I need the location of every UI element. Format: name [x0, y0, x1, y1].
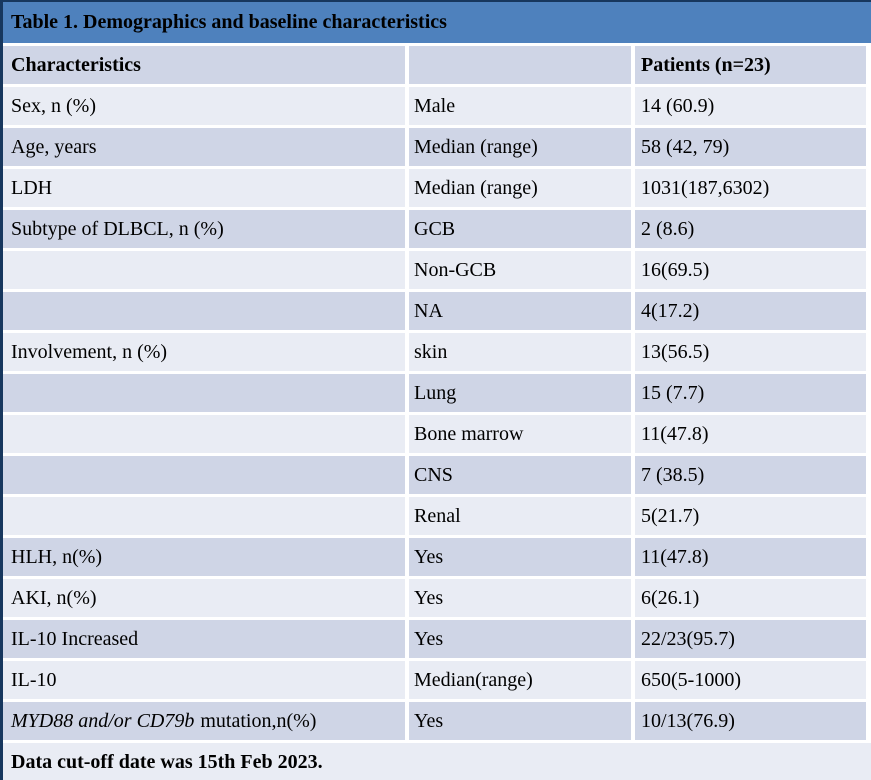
- value-cell: 13(56.5): [635, 333, 866, 371]
- subcategory-cell: Renal: [409, 497, 631, 535]
- value-cell: 15 (7.7): [635, 374, 866, 412]
- table-row: Involvement, n (%) skin 13(56.5): [3, 333, 871, 371]
- subcategory-cell: NA: [409, 292, 631, 330]
- value-cell: 16(69.5): [635, 251, 866, 289]
- table-body: Sex, n (%) Male 14 (60.9) Age, years Median …: [3, 87, 871, 740]
- subcategory-cell: Median(range): [409, 661, 631, 699]
- subcategory-cell: GCB: [409, 210, 631, 248]
- characteristic-cell: Involvement, n (%): [3, 333, 405, 371]
- value-cell: 5(21.7): [635, 497, 866, 535]
- header-patients: Patients (n=23): [635, 46, 866, 84]
- value-cell: 58 (42, 79): [635, 128, 866, 166]
- table-row: HLH, n(%) Yes 11(47.8): [3, 538, 871, 576]
- subcategory-cell: Male: [409, 87, 631, 125]
- gene-name-italic: MYD88 and/or CD79b: [11, 709, 195, 732]
- value-cell: 2 (8.6): [635, 210, 866, 248]
- value-cell: 1031(187,6302): [635, 169, 866, 207]
- header-characteristics: Characteristics: [3, 46, 405, 84]
- characteristic-cell: AKI, n(%): [3, 579, 405, 617]
- table-row: Renal 5(21.7): [3, 497, 871, 535]
- characteristic-cell: IL-10 Increased: [3, 620, 405, 658]
- subcategory-cell: Median (range): [409, 169, 631, 207]
- table-row: Bone marrow 11(47.8): [3, 415, 871, 453]
- subcategory-cell: Lung: [409, 374, 631, 412]
- subcategory-cell: Yes: [409, 702, 631, 740]
- characteristic-cell: [3, 415, 405, 453]
- value-cell: 7 (38.5): [635, 456, 866, 494]
- characteristic-cell: IL-10: [3, 661, 405, 699]
- characteristic-cell: [3, 251, 405, 289]
- subcategory-cell: Yes: [409, 620, 631, 658]
- value-cell: 22/23(95.7): [635, 620, 866, 658]
- table-row: Sex, n (%) Male 14 (60.9): [3, 87, 871, 125]
- table-footer-text: Data cut-off date was 15th Feb 2023.: [11, 751, 323, 773]
- table-header-row: Characteristics Patients (n=23): [3, 46, 871, 84]
- table-row: CNS 7 (38.5): [3, 456, 871, 494]
- value-cell: 14 (60.9): [635, 87, 866, 125]
- characteristic-cell: HLH, n(%): [3, 538, 405, 576]
- value-cell: 4(17.2): [635, 292, 866, 330]
- subcategory-cell: Median (range): [409, 128, 631, 166]
- characteristic-cell: Subtype of DLBCL, n (%): [3, 210, 405, 248]
- header-empty: [409, 46, 631, 84]
- table-row: MYD88 and/or CD79b mutation,n(%) Yes 10/13(…: [3, 702, 871, 740]
- value-cell: 11(47.8): [635, 415, 866, 453]
- table-title: Table 1. Demographics and baseline chara…: [3, 2, 871, 43]
- subcategory-cell: Bone marrow: [409, 415, 631, 453]
- value-cell: 6(26.1): [635, 579, 866, 617]
- value-cell: 11(47.8): [635, 538, 866, 576]
- subcategory-cell: Yes: [409, 538, 631, 576]
- value-cell: 650(5-1000): [635, 661, 866, 699]
- table-row: IL-10 Median(range) 650(5-1000): [3, 661, 871, 699]
- subcategory-cell: Yes: [409, 579, 631, 617]
- table-row: Subtype of DLBCL, n (%) GCB 2 (8.6): [3, 210, 871, 248]
- characteristic-cell: Sex, n (%): [3, 87, 405, 125]
- subcategory-cell: skin: [409, 333, 631, 371]
- characteristic-cell: MYD88 and/or CD79b mutation,n(%): [3, 702, 405, 740]
- subcategory-cell: Non-GCB: [409, 251, 631, 289]
- table-row: Age, years Median (range) 58 (42, 79): [3, 128, 871, 166]
- table-title-text: Table 1. Demographics and baseline chara…: [11, 11, 447, 33]
- table-footer: Data cut-off date was 15th Feb 2023.: [3, 743, 871, 780]
- subcategory-cell: CNS: [409, 456, 631, 494]
- characteristic-cell: [3, 497, 405, 535]
- characteristic-cell: Age, years: [3, 128, 405, 166]
- characteristic-cell: [3, 292, 405, 330]
- table-row: Lung 15 (7.7): [3, 374, 871, 412]
- table-row: AKI, n(%) Yes 6(26.1): [3, 579, 871, 617]
- table-row: Non-GCB 16(69.5): [3, 251, 871, 289]
- table-row: LDH Median (range) 1031(187,6302): [3, 169, 871, 207]
- characteristic-cell: [3, 456, 405, 494]
- characteristic-cell: [3, 374, 405, 412]
- characteristic-cell: LDH: [3, 169, 405, 207]
- table-row: IL-10 Increased Yes 22/23(95.7): [3, 620, 871, 658]
- table-row: NA 4(17.2): [3, 292, 871, 330]
- value-cell: 10/13(76.9): [635, 702, 866, 740]
